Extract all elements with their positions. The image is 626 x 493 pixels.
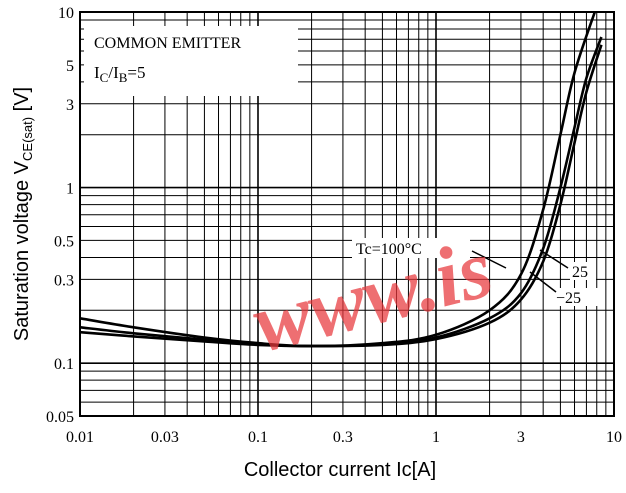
plot-frame	[79, 11, 615, 417]
annotation-box-bg	[84, 26, 298, 96]
temp-label-bg	[352, 238, 470, 258]
series-label-25: 25	[572, 264, 588, 281]
x-tick-label: 0.1	[248, 429, 268, 446]
x-tick-label: 0.3	[333, 429, 353, 446]
series-line-1	[79, 36, 603, 348]
y-tick-labels: 0.05 0.1 0.3 0.5 1 3 5 10	[46, 5, 74, 426]
annotation-condition: IC/IB=5	[94, 63, 146, 85]
y-tick-label: 1	[66, 181, 74, 198]
annotation-circuit: COMMON EMITTER	[94, 35, 241, 52]
series-line-2	[79, 44, 603, 348]
series-label-25-arrow	[539, 249, 569, 269]
temp-label: Tc=100°C	[356, 241, 422, 258]
x-tick-label: 3	[517, 429, 525, 446]
series-label-minus25-arrow	[529, 271, 557, 293]
x-tick-label: 0.03	[151, 429, 179, 446]
y-tick-label: 10	[58, 5, 74, 22]
y-tick-label: 3	[66, 97, 74, 114]
y-tick-label: 0.3	[54, 272, 74, 289]
series-label-m25-bg	[556, 288, 600, 306]
x-axis-label: Collector current Ic[A]	[244, 459, 436, 481]
x-tick-label: 1	[432, 429, 440, 446]
x-tick-label: 0.01	[66, 429, 94, 446]
series-label-minus25: −25	[556, 290, 581, 307]
y-tick-label: 0.05	[46, 409, 74, 426]
temp-label-arrow	[471, 250, 507, 269]
series-label-25-bg	[570, 262, 596, 280]
y-tick-label: 0.1	[54, 356, 74, 373]
series-layer	[79, 11, 603, 348]
x-tick-labels: 0.01 0.03 0.1 0.3 1 3 10	[66, 429, 622, 446]
series-line-0	[79, 11, 597, 348]
y-tick-label: 0.5	[54, 233, 74, 250]
x-tick-label: 10	[606, 429, 622, 446]
y-tick-label: 5	[66, 58, 74, 75]
y-axis-label: Saturation voltage VCE(sat) [V]	[11, 87, 35, 341]
